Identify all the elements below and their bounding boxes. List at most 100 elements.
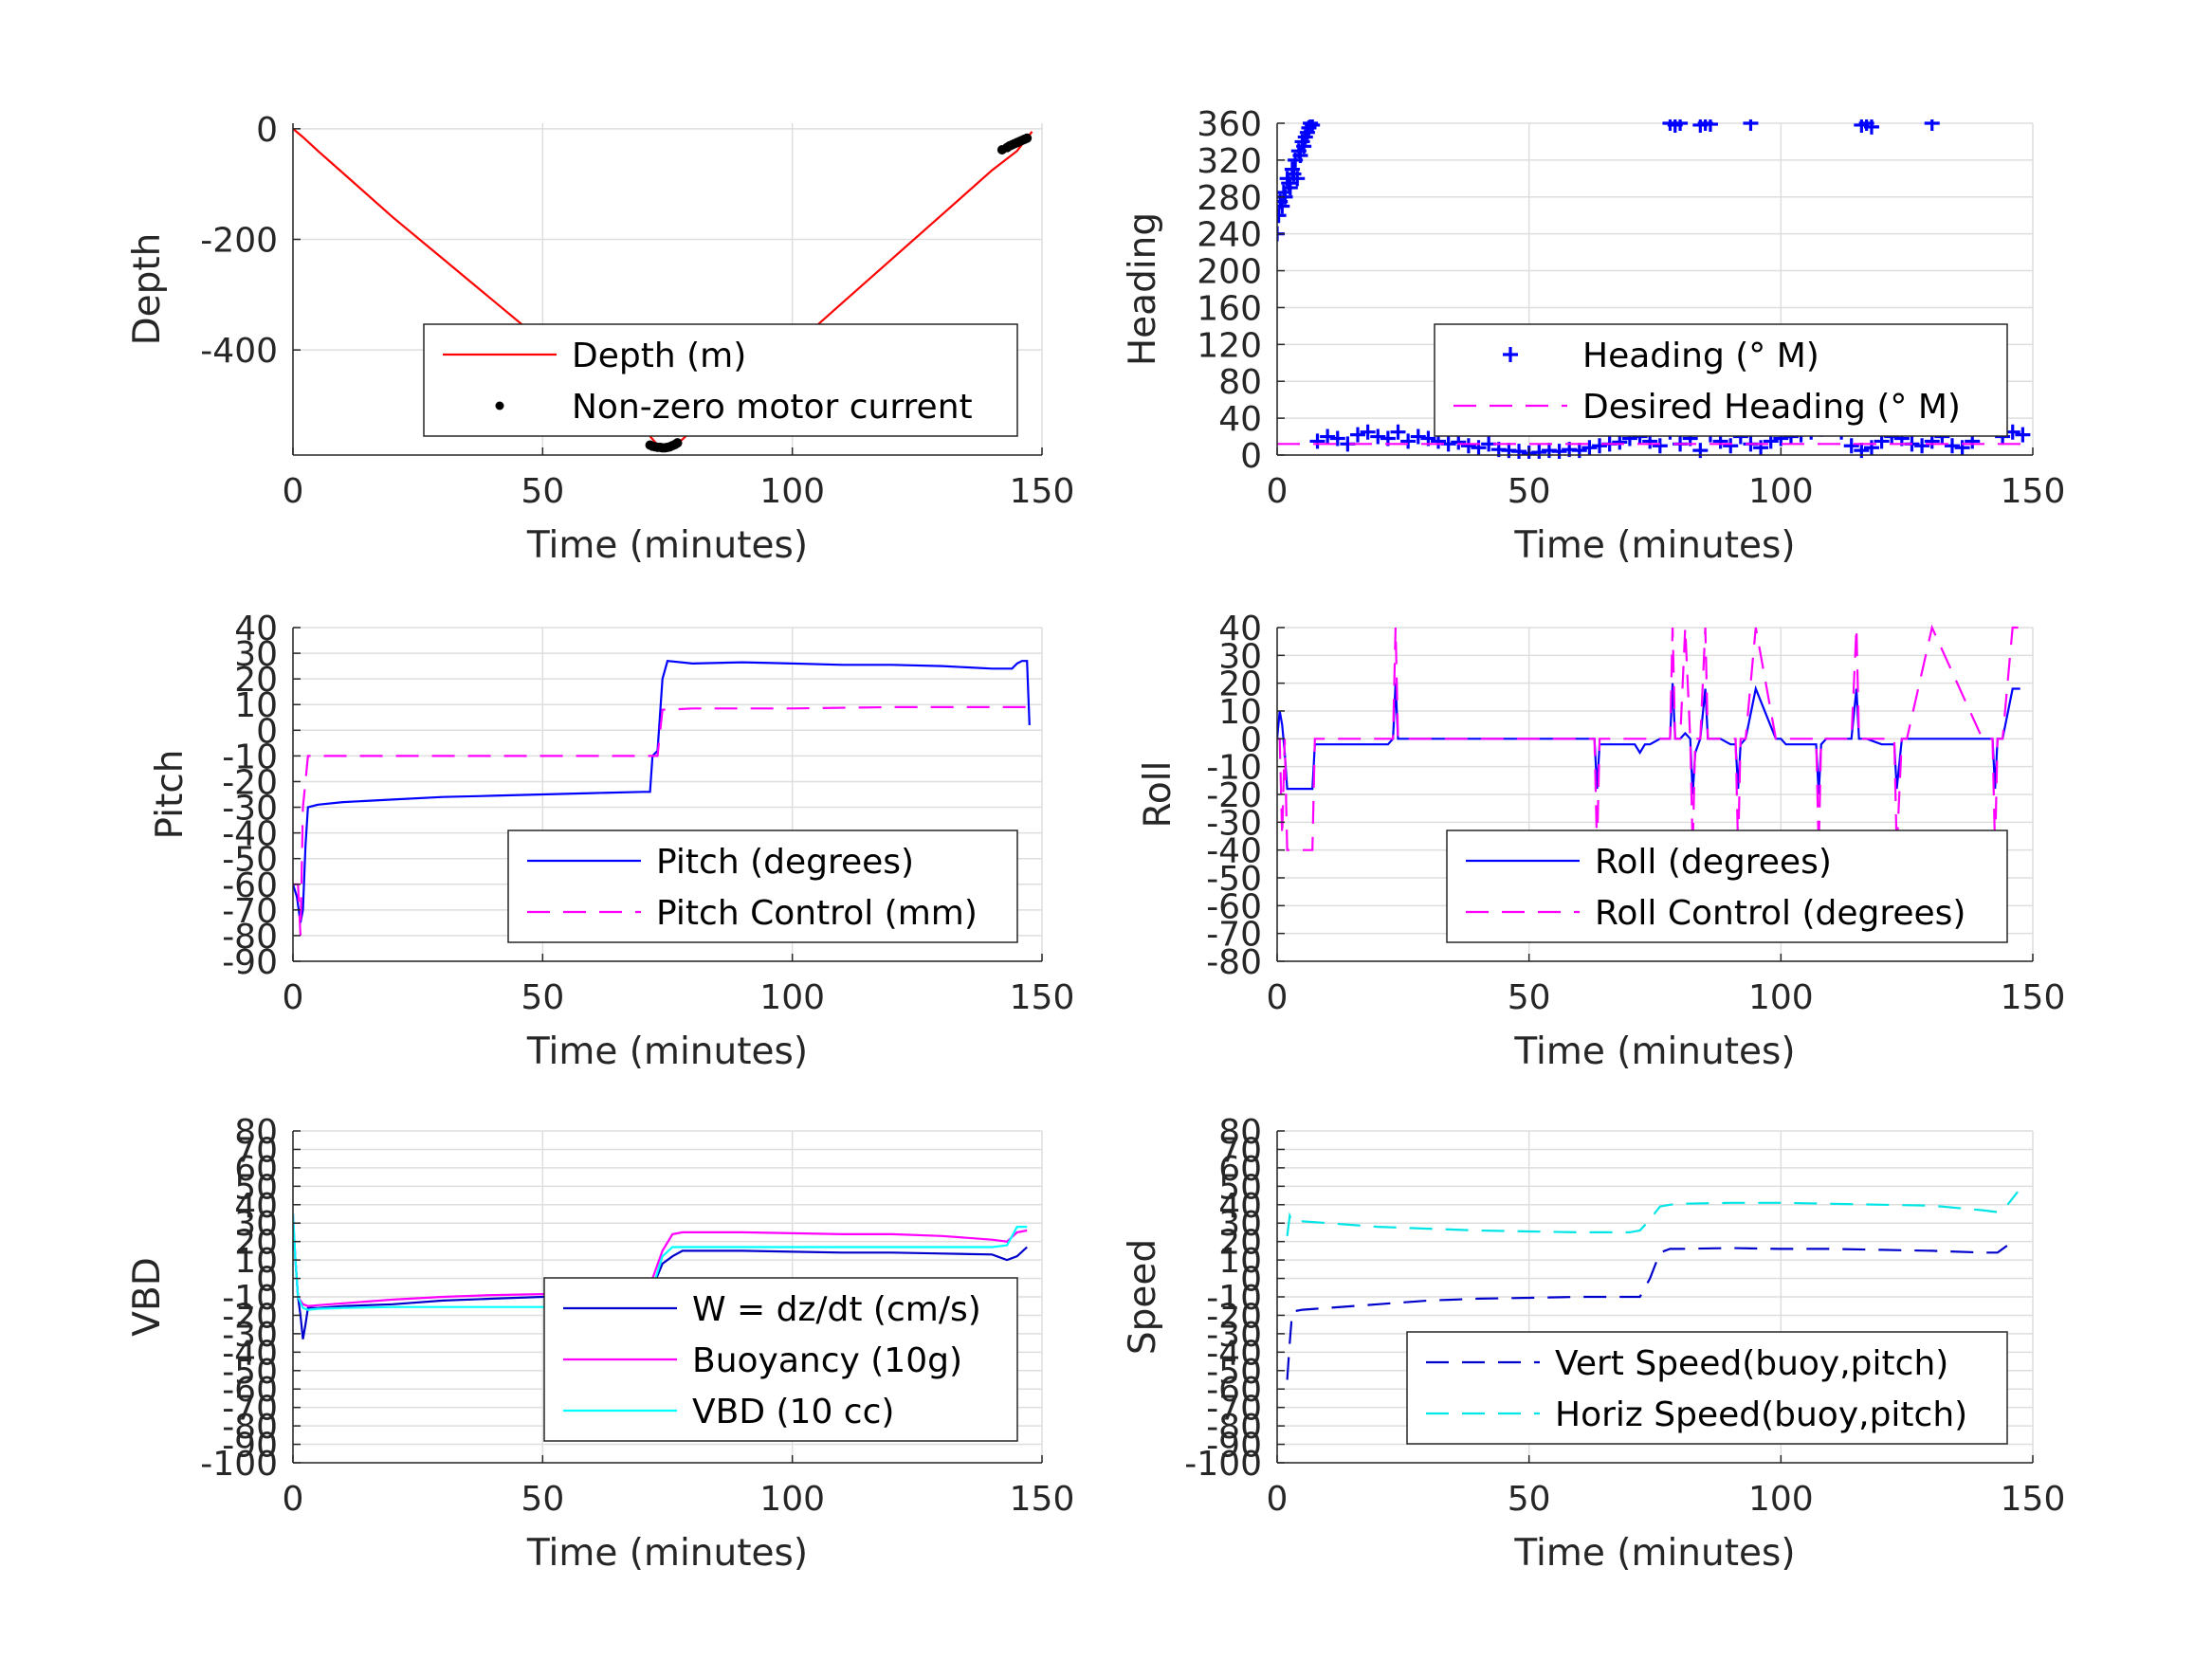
pitch-series-group	[293, 660, 1031, 936]
heading-series-0-point	[1944, 438, 1960, 454]
roll-xlabel: Time (minutes)	[1513, 1030, 1795, 1073]
roll-xtick-label: 50	[1508, 978, 1551, 1017]
depth-series-1-point	[1022, 133, 1033, 143]
chart-pitch: 0 50 100 150403020100-10-20-30-40-50-60-70-…	[149, 610, 1074, 1073]
speed-legend: Vert Speed(buoy,pitch) Horiz Speed(buoy,p…	[1406, 1331, 2008, 1445]
speed-xlabel: Time (minutes)	[1513, 1532, 1795, 1575]
pitch-ytick-label: 0	[256, 712, 278, 751]
depth-legend: Depth (m) Non-zero motor current	[423, 323, 1018, 437]
heading-xtick-label: 100	[1748, 472, 1814, 511]
roll-legend-label: Roll Control (degrees)	[1595, 894, 1965, 933]
depth-xtick-label: 0	[283, 472, 304, 511]
speed-ytick-label: 80	[1218, 1113, 1262, 1152]
speed-ytick-label: 30	[1218, 1205, 1262, 1244]
vbd-xtick-label: 100	[759, 1480, 825, 1519]
vbd-ytick-label: -30	[222, 1316, 278, 1355]
heading-series-0-point	[1743, 119, 1759, 131]
heading-ytick-label: 280	[1197, 179, 1262, 218]
roll-legend-box	[1446, 830, 2008, 943]
chart-vbd: 0 50 100 15080706050403020100-10-20-30-40-5…	[126, 1113, 1074, 1575]
speed-ytick-label: -90	[1206, 1427, 1262, 1466]
vbd-ytick-label: 80	[234, 1113, 278, 1152]
heading-series-0-point	[1753, 440, 1769, 456]
roll-ytick-label: 10	[1218, 693, 1262, 732]
speed-ytick-label: -60	[1206, 1371, 1262, 1410]
pitch-legend-box	[507, 830, 1018, 943]
speed-ytick-label: 50	[1218, 1168, 1262, 1207]
roll-ytick-label: -60	[1206, 887, 1262, 926]
heading-series-0-point	[1581, 440, 1598, 456]
pitch-ytick-label: -70	[222, 892, 278, 931]
vbd-ytick-label: 0	[256, 1261, 278, 1300]
pitch-xtick-label: 150	[1010, 978, 1075, 1017]
heading-series-0-point	[1863, 119, 1879, 135]
depth-legend-label: Depth (m)	[572, 337, 746, 375]
heading-series-0-point	[1282, 180, 1298, 196]
heading-series-0-point	[1400, 433, 1417, 449]
roll-ytick-label: -80	[1206, 943, 1262, 982]
heading-series-0-point	[2015, 427, 2031, 443]
pitch-ytick-label: 20	[234, 661, 278, 700]
speed-ytick-label: 40	[1218, 1187, 1262, 1226]
depth-series-group	[293, 127, 1033, 453]
roll-ytick-label: -70	[1206, 916, 1262, 955]
vbd-legend-label: Buoyancy (10g)	[692, 1341, 962, 1380]
roll-ylabel: Roll	[1137, 761, 1179, 829]
roll-ytick-label: -10	[1206, 749, 1262, 788]
depth-ytick-label: -200	[200, 222, 278, 261]
heading-ytick-label: 360	[1197, 105, 1262, 144]
pitch-legend: Pitch (degrees) Pitch Control (mm)	[507, 830, 1018, 943]
vbd-ytick-label: -50	[222, 1353, 278, 1392]
roll-ytick-label: 30	[1218, 637, 1262, 676]
depth-legend-box	[423, 323, 1018, 437]
vbd-xtick-label: 150	[1010, 1480, 1075, 1519]
speed-xtick-label: 0	[1267, 1480, 1289, 1519]
pitch-ytick-label: -30	[222, 790, 278, 829]
heading-legend-box	[1434, 323, 2008, 437]
depth-legend-swatch	[495, 401, 504, 410]
heading-series-0-point	[1410, 428, 1426, 445]
heading-series-0-point	[1612, 434, 1628, 450]
heading-legend-label: Heading (° M)	[1582, 337, 1819, 375]
chart-roll: 0 50 100 150403020100-10-20-30-40-50-60-70-…	[1137, 610, 2065, 1073]
pitch-ytick-label: 40	[234, 610, 278, 648]
heading-series-0-point	[1723, 438, 1739, 454]
pitch-ytick-label: 10	[234, 686, 278, 725]
pitch-xlabel: Time (minutes)	[526, 1030, 808, 1073]
heading-ylabel: Heading	[1122, 212, 1164, 366]
speed-ytick-label: -100	[1184, 1445, 1262, 1484]
roll-xtick-label: 100	[1748, 978, 1814, 1017]
heading-series-0-point	[1277, 208, 1287, 224]
heading-ytick-label: 160	[1197, 289, 1262, 328]
depth-ylabel: Depth	[126, 233, 169, 346]
speed-ytick-label: 60	[1218, 1150, 1262, 1189]
heading-series-0-point	[1531, 445, 1547, 459]
speed-ytick-label: 70	[1218, 1131, 1262, 1170]
speed-xtick-label: 100	[1748, 1480, 1814, 1519]
pitch-xtick-label: 50	[521, 978, 564, 1017]
vbd-ytick-label: 60	[234, 1150, 278, 1189]
speed-series-0-line	[1286, 1236, 2019, 1380]
pitch-ytick-label: -40	[222, 815, 278, 854]
heading-series-0-point	[1360, 424, 1376, 440]
heading-series-0-point	[1843, 438, 1859, 454]
chart-depth: 0 50 100 150 0 -200 -400 Time (minutes) Depth Dep…	[126, 111, 1074, 567]
heading-series-0-point	[1551, 444, 1567, 459]
roll-ytick-label: 0	[1240, 720, 1262, 759]
pitch-xtick-label: 100	[759, 978, 825, 1017]
heading-series-0-point	[1289, 171, 1306, 187]
speed-series-group	[1286, 1191, 2019, 1380]
heading-series-0-point	[1350, 427, 1366, 443]
heading-ytick-label: 120	[1197, 326, 1262, 365]
speed-ytick-label: 10	[1218, 1242, 1262, 1281]
heading-series-0-point	[1954, 440, 1970, 456]
heading-series-0-point	[1702, 119, 1718, 132]
roll-ytick-label: 20	[1218, 665, 1262, 704]
heading-ytick-label: 40	[1218, 400, 1262, 439]
pitch-ytick-label: -90	[222, 943, 278, 982]
depth-legend-label: Non-zero motor current	[572, 388, 973, 427]
vbd-legend: W = dz/dt (cm/s) Buoyancy (10g) VBD (10 cc…	[543, 1277, 1018, 1442]
speed-ytick-label: -20	[1206, 1297, 1262, 1336]
heading-series-0-point	[1329, 430, 1345, 447]
roll-ytick-label: -40	[1206, 832, 1262, 871]
